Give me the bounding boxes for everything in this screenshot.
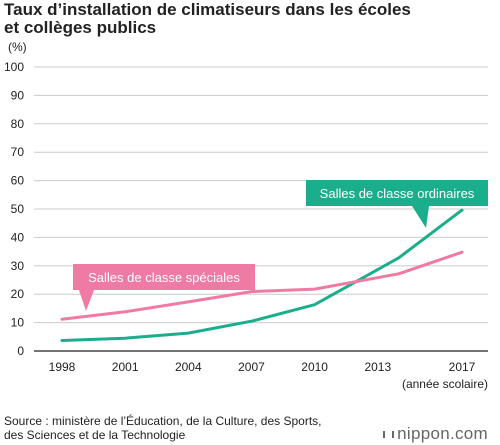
source-note: Source : ministère de l’Éducation, de la…: [4, 414, 322, 442]
chart-title: Taux d’installation de climatiseurs dans…: [4, 1, 496, 37]
y-tick-label: 30: [11, 259, 25, 273]
y-tick-label: 10: [11, 316, 25, 330]
series-label-ordinaires: Salles de classe ordinaires: [320, 186, 475, 201]
x-tick-label: 2001: [112, 360, 139, 374]
series-label-pointer-ordinaires: [412, 206, 429, 228]
y-tick-label: 90: [11, 88, 25, 102]
y-tick-label: 100: [4, 60, 24, 74]
x-tick-label: 2004: [175, 360, 202, 374]
series-line-speciales: [60, 250, 464, 321]
brand-mark-icon: [383, 430, 395, 438]
series-label-box-speciales: [73, 264, 255, 290]
y-tick-label: 70: [11, 145, 25, 159]
series-labels: Salles de classe ordinaires Salles de cla…: [73, 180, 488, 311]
y-tick-label: 20: [11, 287, 25, 301]
series-label-pointer-speciales: [79, 290, 94, 311]
y-axis-ticks: 0 10 20 30 40 50 60 70 80 90 100: [4, 60, 24, 358]
y-axis-unit-label: (%): [8, 40, 27, 54]
y-tick-label: 40: [11, 230, 25, 244]
x-tick-label: 1998: [49, 360, 76, 374]
line-chart: (%) (année scolaire) 0 10 20 30 40 50 60 70 80 90…: [4, 40, 488, 391]
x-tick-label: 2007: [238, 360, 265, 374]
chart-title-line-1: Taux d’installation de climatiseurs dans…: [4, 0, 411, 19]
chart-title-line-2: et collèges publics: [4, 18, 157, 37]
x-axis-unit-label: (année scolaire): [402, 377, 488, 391]
y-tick-label: 50: [11, 202, 25, 216]
source-line-2: des Sciences et de la Technologie: [4, 428, 186, 442]
x-axis-ticks: 1998 2001 2004 2007 2010 2013 2017: [49, 360, 476, 374]
series-label-speciales: Salles de classe spéciales: [88, 270, 240, 285]
x-tick-label: 2017: [449, 360, 476, 374]
brand-name: nippon.com: [397, 424, 488, 443]
brand-logo: nippon.com: [383, 424, 488, 444]
series-line-ordinaires: [60, 208, 464, 342]
y-tick-label: 0: [17, 344, 24, 358]
x-tick-label: 2010: [301, 360, 328, 374]
x-tick-label: 2013: [364, 360, 391, 374]
y-tick-label: 60: [11, 174, 25, 188]
y-tick-label: 80: [11, 117, 25, 131]
source-line-1: Source : ministère de l’Éducation, de la…: [4, 414, 322, 428]
series-label-box-ordinaires: [306, 180, 488, 206]
series-lines: [60, 208, 464, 342]
